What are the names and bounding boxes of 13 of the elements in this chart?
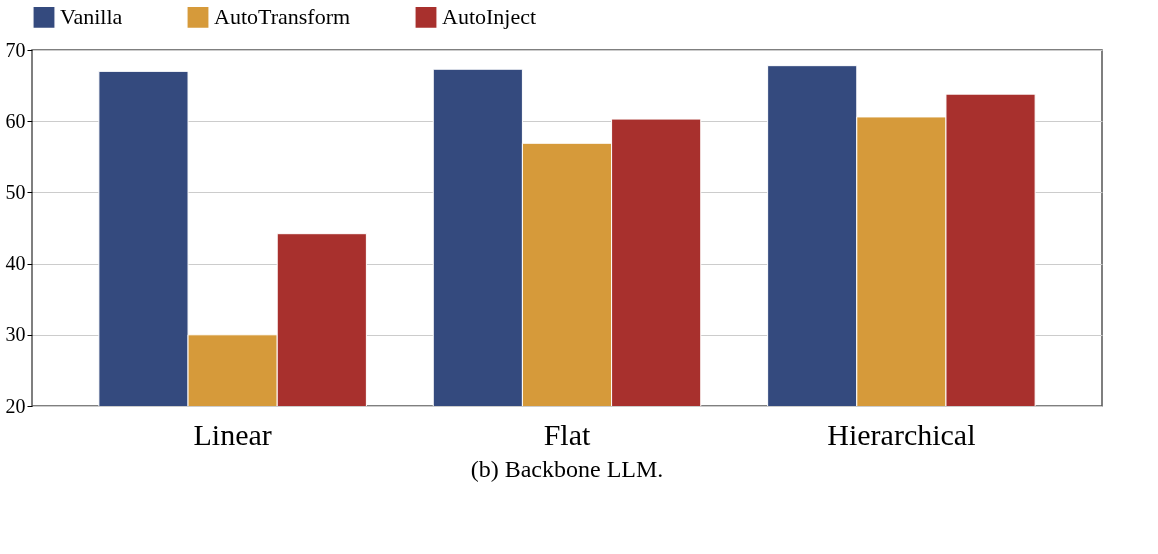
- y-tick-label: 40: [5, 252, 26, 275]
- text: (b) Backbone LLM.: [470, 456, 664, 482]
- legend-label: AutoTransform: [214, 4, 351, 30]
- legend-label: AutoInject: [442, 4, 537, 30]
- y-tick-label: 70: [5, 38, 26, 61]
- x-tick-label: Linear: [193, 417, 272, 451]
- x-tick-label: Flat: [543, 417, 591, 451]
- x-tick-label: Hierarchical: [827, 417, 976, 451]
- y-tick-label: 60: [5, 109, 26, 132]
- y-tick-label: 50: [5, 180, 26, 203]
- y-tick-label: 20: [5, 394, 26, 417]
- y-tick-label: 30: [5, 323, 26, 346]
- legend-label: Vanilla: [60, 4, 123, 30]
